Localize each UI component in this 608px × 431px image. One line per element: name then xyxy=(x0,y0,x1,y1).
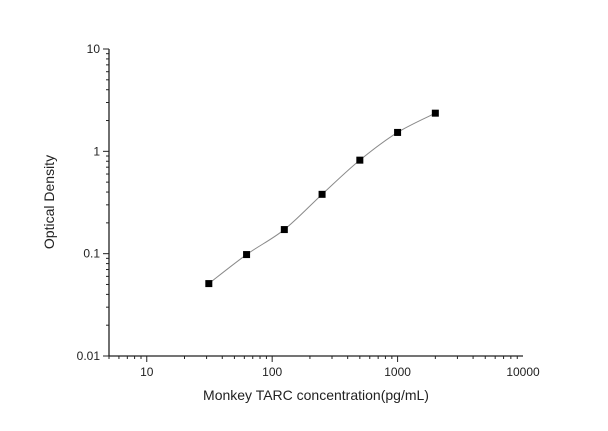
fit-curve xyxy=(208,112,436,284)
axes: 10 100 1000 10000 0.01 0.1 1 10 xyxy=(77,42,540,379)
data-point xyxy=(318,190,326,198)
y-tick-label: 0.01 xyxy=(77,349,101,363)
data-point xyxy=(356,156,364,164)
data-point xyxy=(205,280,213,288)
y-tick-label: 0.1 xyxy=(83,247,100,261)
data-point xyxy=(394,128,402,136)
data-point xyxy=(431,109,439,117)
x-tick-label: 100 xyxy=(262,365,282,379)
data-point xyxy=(280,226,288,234)
y-tick-label: 1 xyxy=(93,144,100,158)
x-tick-label: 10 xyxy=(140,365,154,379)
x-tick-label: 10000 xyxy=(506,365,540,379)
x-axis-label: Monkey TARC concentration(pg/mL) xyxy=(203,387,429,403)
data-points xyxy=(205,109,439,288)
data-point xyxy=(243,251,251,259)
y-tick-label: 10 xyxy=(87,42,101,56)
y-axis-label: Optical Density xyxy=(41,155,57,249)
x-tick-label: 1000 xyxy=(384,365,411,379)
